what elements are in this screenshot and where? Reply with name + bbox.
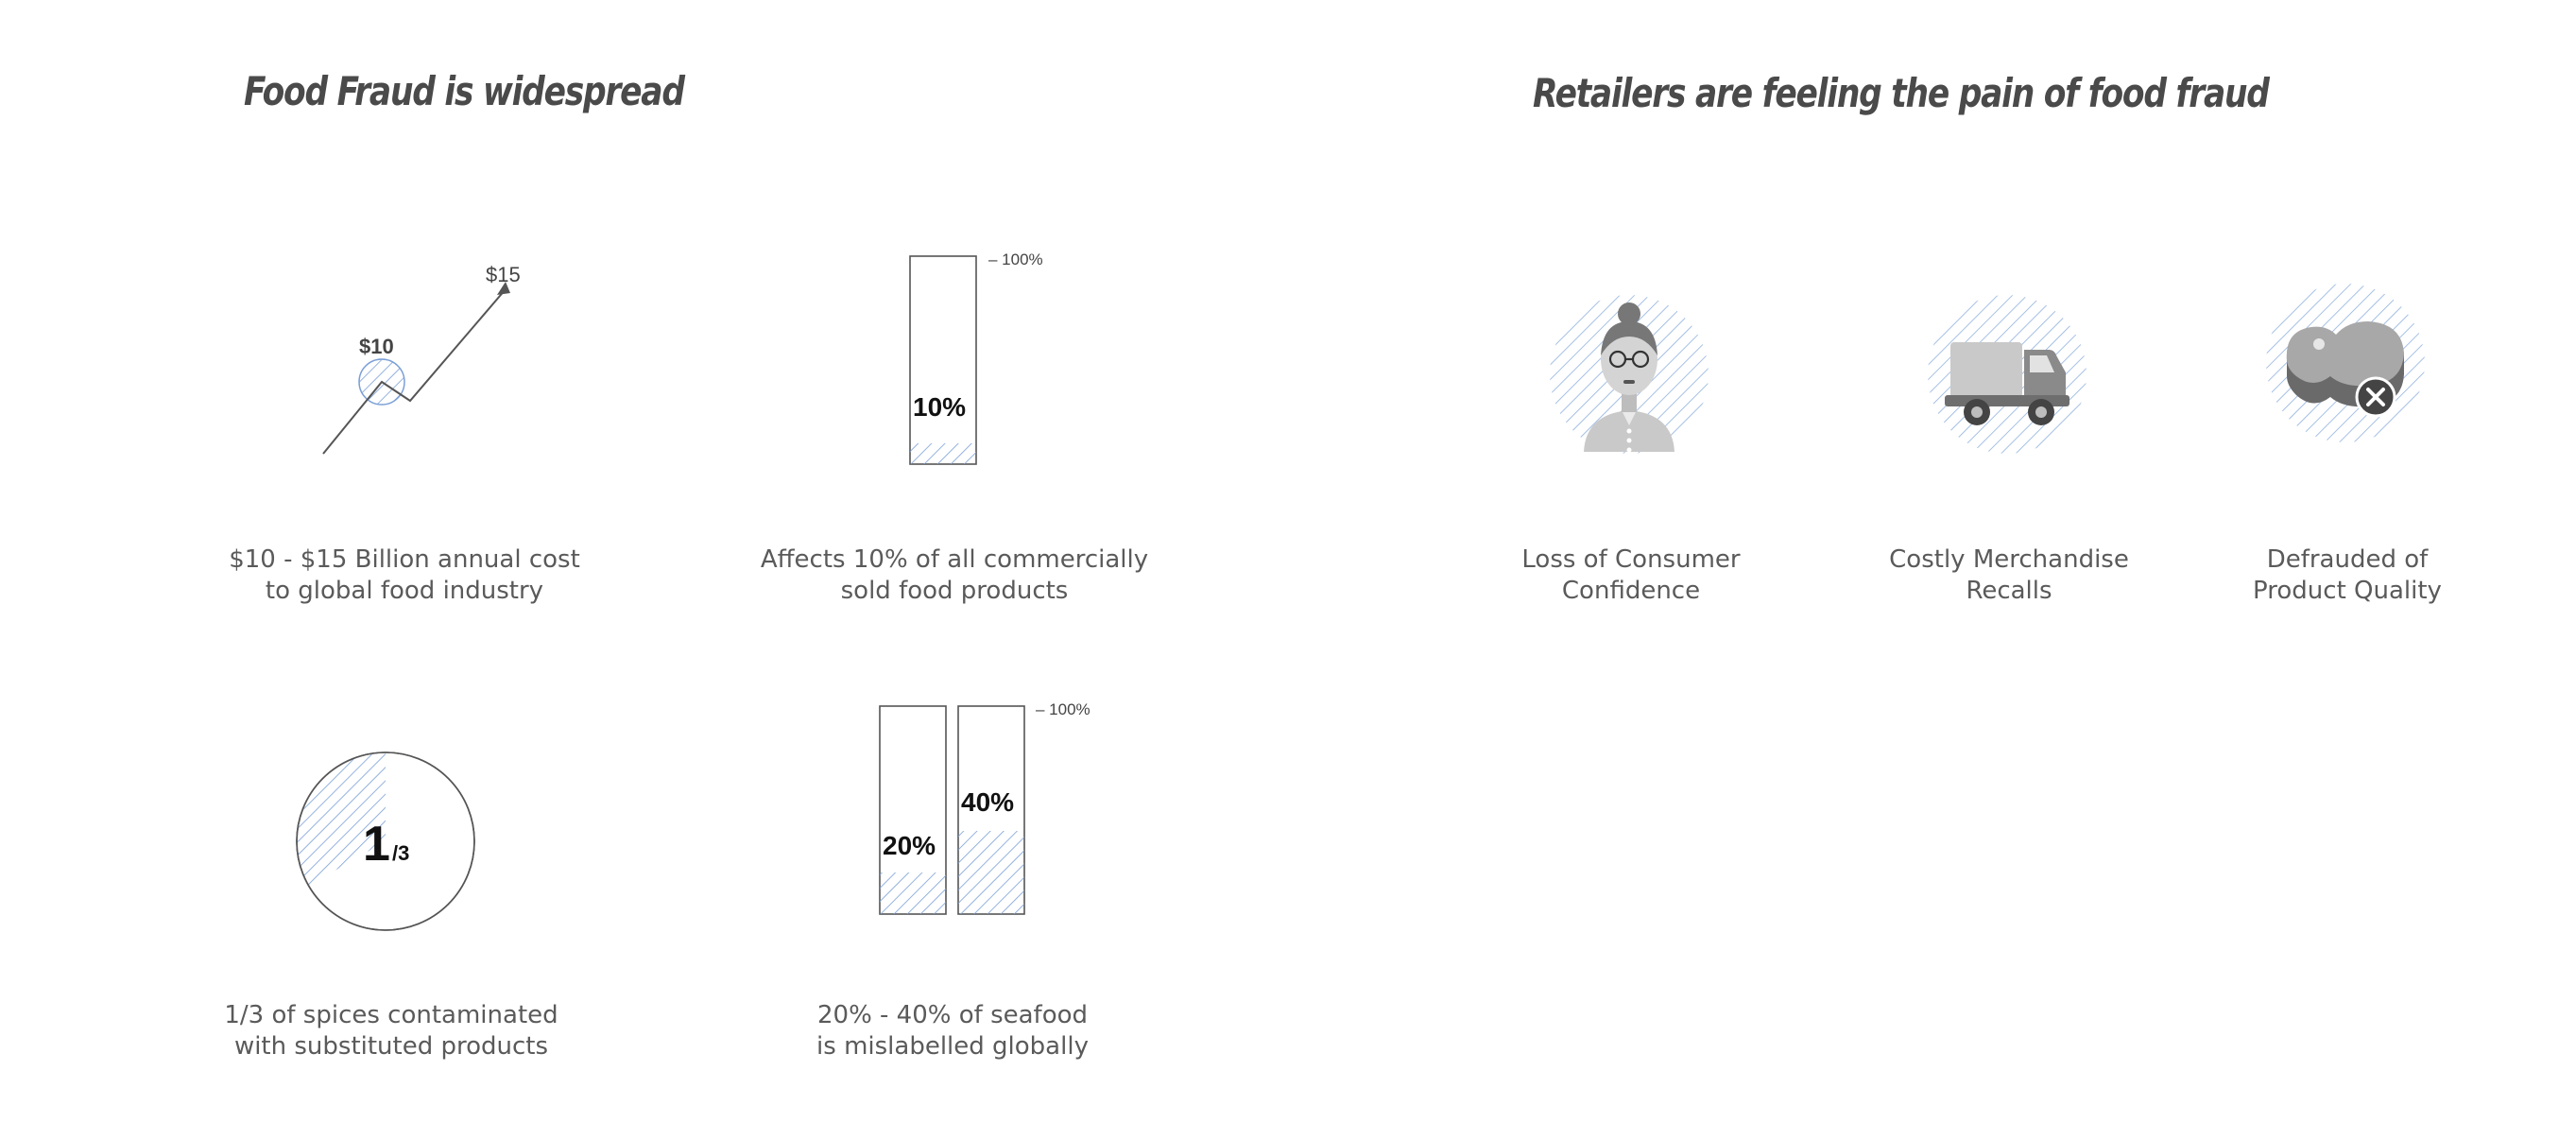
consumer-caption: Loss of Consumer Confidence bbox=[1489, 544, 1773, 607]
spices-denominator-label: /3 bbox=[392, 841, 409, 865]
cost-growth-graphic: $10 $15 bbox=[322, 263, 521, 455]
seafood-bars-graphic: 20% 40% – 100% bbox=[879, 700, 1091, 915]
recalls-caption-line2: Recalls bbox=[1966, 577, 2052, 605]
products-bar-fill bbox=[910, 443, 976, 464]
cost-trend-line bbox=[322, 288, 507, 455]
left-section-heading: Food Fraud is widespread bbox=[244, 68, 685, 114]
spices-caption-line1: 1/3 of spices contaminated bbox=[224, 1001, 558, 1029]
quality-caption-line1: Defrauded of bbox=[2266, 545, 2429, 574]
products-bar-outline bbox=[909, 255, 977, 465]
seafood-caption: 20% - 40% of seafood is mislabelled glob… bbox=[764, 1000, 1142, 1062]
spices-pie-slice bbox=[296, 752, 386, 886]
spices-caption-line2: with substituted products bbox=[233, 1032, 549, 1061]
cost-caption-line1: $10 - $15 Billion annual cost bbox=[229, 545, 580, 574]
quality-caption-line2: Product Quality bbox=[2253, 577, 2442, 605]
cost-caption: $10 - $15 Billion annual cost to global … bbox=[215, 544, 593, 607]
spices-pie-graphic: 1 /3 bbox=[296, 751, 475, 931]
products-caption-line2: sold food products bbox=[840, 577, 1069, 605]
products-caption-line1: Affects 10% of all commercially bbox=[760, 545, 1149, 574]
products-caption: Affects 10% of all commercially sold foo… bbox=[756, 544, 1153, 607]
seafood-bar-1-label: 20% bbox=[883, 831, 936, 860]
products-bar-graphic: 10% – 100% bbox=[909, 250, 1043, 465]
steak-rejected-icon bbox=[2266, 284, 2425, 442]
products-bar-scale-label: – 100% bbox=[988, 250, 1043, 268]
seafood-bar-2-fill bbox=[958, 831, 1024, 914]
consumer-woman-icon bbox=[1550, 295, 1709, 454]
right-section-heading: Retailers are feeling the pain of food f… bbox=[1533, 70, 2270, 116]
cost-low-label: $10 bbox=[359, 335, 394, 358]
cost-high-label: $15 bbox=[486, 263, 521, 286]
seafood-bar-2-label: 40% bbox=[961, 787, 1014, 817]
arrow-head-icon bbox=[497, 282, 510, 295]
spices-caption: 1/3 of spices contaminated with substitu… bbox=[202, 1000, 580, 1062]
quality-caption: Defrauded of Product Quality bbox=[2215, 544, 2480, 607]
seafood-bar-1-fill bbox=[880, 872, 946, 914]
seafood-caption-line2: is mislabelled globally bbox=[816, 1032, 1089, 1061]
spices-numerator-label: 1 bbox=[363, 817, 390, 872]
recalls-caption-line1: Costly Merchandise bbox=[1889, 545, 2129, 574]
cost-caption-line2: to global food industry bbox=[265, 577, 544, 605]
consumer-caption-line1: Loss of Consumer bbox=[1521, 545, 1741, 574]
seafood-scale-label: – 100% bbox=[1036, 700, 1091, 718]
recalls-caption: Costly Merchandise Recalls bbox=[1867, 544, 2151, 607]
consumer-caption-line2: Confidence bbox=[1561, 577, 1701, 605]
seafood-caption-line1: 20% - 40% of seafood bbox=[816, 1001, 1089, 1029]
products-bar-value-label: 10% bbox=[913, 392, 966, 422]
delivery-truck-icon bbox=[1928, 295, 2087, 454]
